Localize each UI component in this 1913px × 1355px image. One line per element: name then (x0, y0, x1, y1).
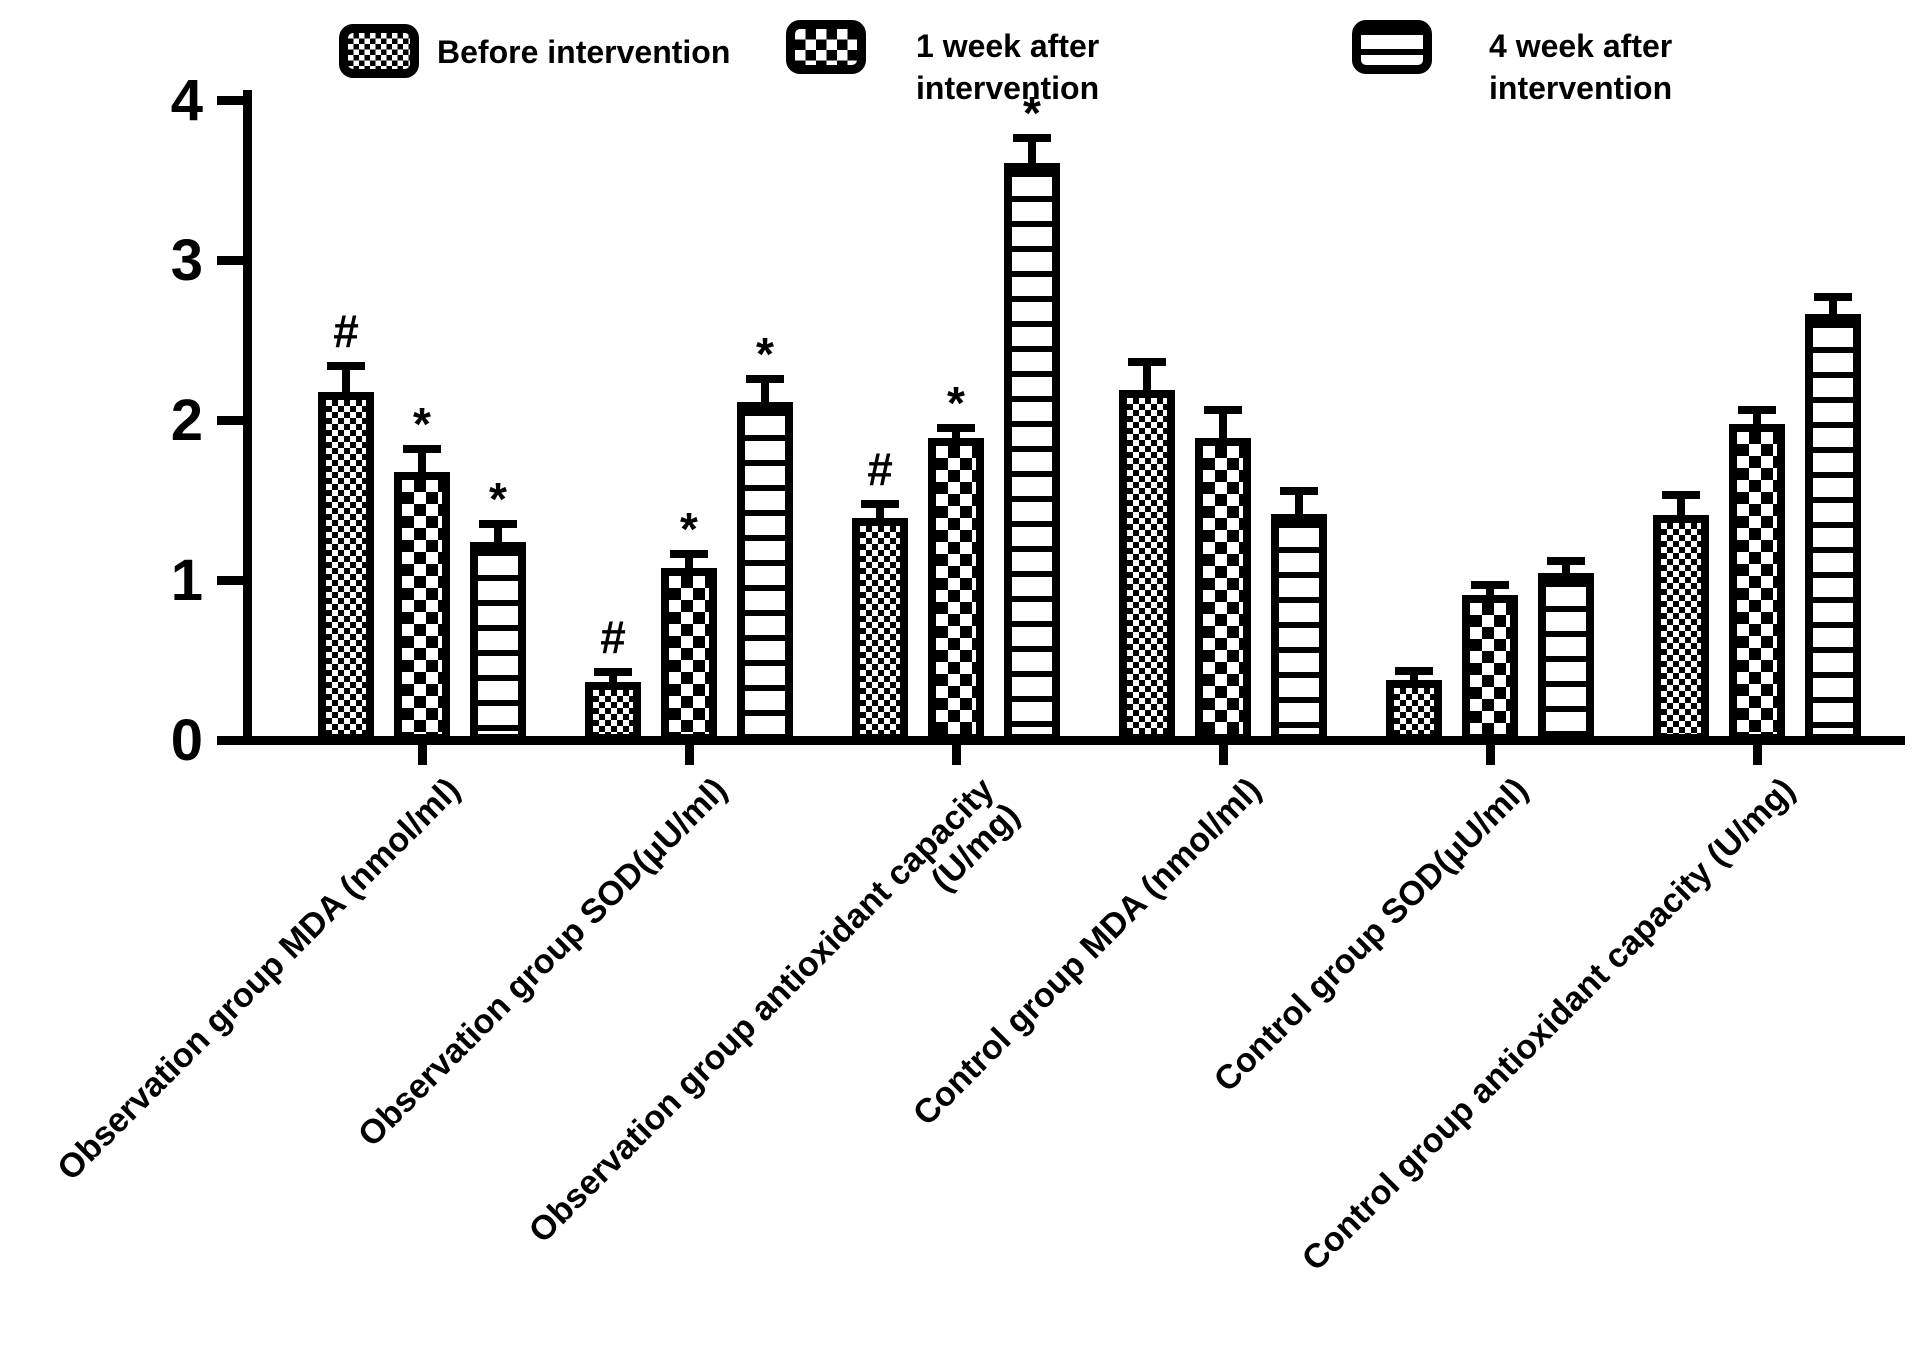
legend-label-before-intervention: Before intervention (437, 34, 731, 70)
error-bar-stem (418, 453, 426, 476)
error-bar-stem (1410, 675, 1418, 684)
category-label: Observation group antioxidant capacity (… (521, 770, 1027, 1251)
bar (737, 402, 793, 742)
error-bar-cap (327, 362, 365, 370)
legend-swatch-1-week-after (786, 20, 866, 74)
bar (1462, 595, 1518, 742)
y-axis-tick-label: 1 (170, 548, 203, 613)
error-bar-stem (1829, 301, 1837, 318)
significance-marker: # (867, 443, 893, 495)
error-bar-stem (1486, 589, 1494, 599)
error-bar-cap (594, 668, 632, 676)
error-bar-stem (1295, 495, 1303, 518)
significance-marker: # (600, 611, 626, 663)
y-axis-tick-label: 0 (170, 708, 203, 773)
error-bar-cap (1013, 134, 1051, 142)
bar (852, 518, 908, 742)
category-label: Control group SOD(μU/ml) (1206, 770, 1536, 1100)
bar (1805, 314, 1861, 742)
bar (394, 472, 450, 742)
category-label: Control group antioxidant capacity (U/mg… (1294, 770, 1803, 1279)
error-bar-cap (1814, 293, 1852, 301)
error-bar-cap (403, 445, 441, 453)
error-bar-cap (1395, 667, 1433, 675)
x-axis-tick (418, 745, 427, 765)
category-label: Observation group SOD(μU/ml) (350, 770, 735, 1155)
significance-marker: * (1023, 87, 1041, 139)
bar (1195, 438, 1251, 742)
error-bar-stem (876, 508, 884, 522)
error-bar-cap (1738, 406, 1776, 414)
error-bar-cap (479, 520, 517, 528)
error-bar-cap (861, 500, 899, 508)
error-bar-stem (1028, 142, 1036, 167)
y-axis-tick (217, 576, 243, 585)
legend-label-1-week-after: 1 week after intervention (916, 28, 1100, 106)
x-axis-tick (1486, 745, 1495, 765)
error-bar-cap (1547, 557, 1585, 565)
error-bar-stem (342, 370, 350, 396)
y-axis-tick-label: 4 (170, 68, 203, 133)
x-axis-tick (1753, 745, 1762, 765)
y-axis-tick (217, 416, 243, 425)
error-bar-cap (670, 550, 708, 558)
bar (1271, 514, 1327, 742)
error-bar-cap (1471, 581, 1509, 589)
x-axis-tick (952, 745, 961, 765)
error-bar-stem (952, 432, 960, 442)
error-bar-stem (494, 528, 502, 546)
error-bar-stem (1143, 366, 1151, 394)
error-bar-cap (746, 375, 784, 383)
error-bar-cap (1204, 406, 1242, 414)
error-bar-cap (1128, 358, 1166, 366)
y-axis-tick (217, 96, 243, 105)
y-axis-tick (217, 256, 243, 265)
error-bar-stem (1562, 565, 1570, 577)
significance-marker: * (489, 473, 507, 525)
bar (661, 568, 717, 742)
x-axis-tick (1219, 745, 1228, 765)
bar (318, 392, 374, 742)
bar (1538, 573, 1594, 742)
category-label: Observation group MDA (nmol/ml) (50, 770, 468, 1188)
error-bar-cap (1662, 491, 1700, 499)
significance-marker: * (947, 377, 965, 429)
error-bar-stem (685, 558, 693, 572)
legend-label-4-week-after: 4 week after intervention (1489, 28, 1673, 106)
x-axis-line (243, 736, 1905, 745)
legend-swatch-4-week-after (1352, 20, 1432, 74)
y-axis-tick-label: 2 (170, 388, 203, 453)
error-bar-stem (1677, 499, 1685, 519)
significance-marker: * (680, 503, 698, 555)
bar (585, 682, 641, 742)
bar (928, 438, 984, 742)
error-bar-cap (937, 424, 975, 432)
significance-marker: * (756, 328, 774, 380)
error-bar-stem (761, 383, 769, 406)
bar (470, 542, 526, 742)
bar (1729, 424, 1785, 742)
x-axis-tick (685, 745, 694, 765)
significance-marker: # (333, 305, 359, 357)
bar (1386, 680, 1442, 742)
category-label: Control group MDA (nmol/ml) (905, 770, 1269, 1134)
error-bar-stem (1753, 414, 1761, 428)
bar (1119, 390, 1175, 742)
significance-marker: * (413, 398, 431, 450)
error-bar-stem (609, 676, 617, 686)
legend-swatch-before-intervention (339, 24, 419, 78)
y-axis-line (243, 90, 252, 745)
bar (1653, 515, 1709, 742)
error-bar-stem (1219, 414, 1227, 442)
y-axis-tick-label: 3 (170, 228, 203, 293)
y-axis-tick (217, 736, 243, 745)
bar (1004, 163, 1060, 742)
error-bar-cap (1280, 487, 1318, 495)
